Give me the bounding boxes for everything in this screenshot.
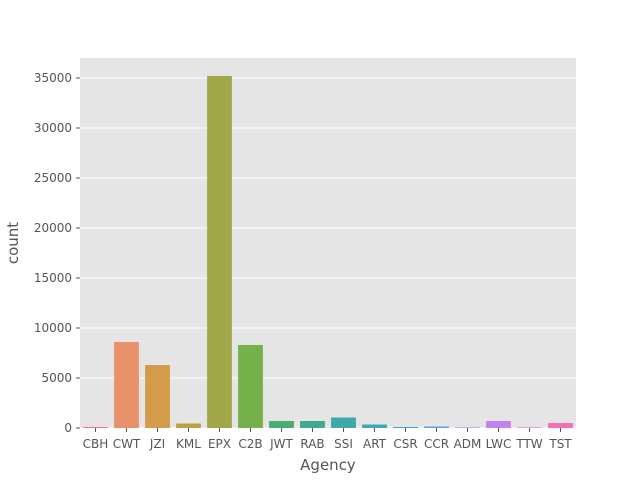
bars (83, 76, 573, 428)
bar-ssi (331, 417, 356, 428)
x-axis-label: Agency (300, 456, 356, 474)
y-tick-label-3: 15000 (34, 271, 72, 285)
x-tick-labels: CBH CWT JZI KML EPX C2B JWT RAB SSI ART CSR CCR ADM L… (83, 428, 572, 451)
x-tick-label-ssi: SSI (334, 437, 353, 451)
x-tick-label-epx: EPX (208, 437, 231, 451)
x-tick-label-kml: KML (176, 437, 201, 451)
bar-art (362, 424, 387, 428)
bar-adm (455, 427, 480, 428)
y-tick-label-7: 35000 (34, 71, 72, 85)
y-tick-label-5: 25000 (34, 171, 72, 185)
bar-cbh (83, 427, 108, 428)
x-tick-label-csr: CSR (393, 437, 417, 451)
x-tick-label-cbh: CBH (83, 437, 109, 451)
x-tick-label-ccr: CCR (424, 437, 449, 451)
y-tick-labels: 0 5000 10000 15000 20000 25000 30000 35000 (34, 71, 80, 435)
bar-jwt (269, 421, 294, 428)
x-tick-label-jzi: JZI (149, 437, 165, 451)
bar-c2b (238, 345, 263, 428)
bar-lwc (486, 421, 511, 428)
bar-epx (207, 76, 232, 428)
bar-csr (393, 427, 418, 428)
y-tick-label-4: 20000 (34, 221, 72, 235)
bar-ccr (424, 426, 449, 428)
x-tick-label-cwt: CWT (113, 437, 141, 451)
x-tick-label-art: ART (363, 437, 387, 451)
y-axis-label: count (4, 222, 22, 264)
x-tick-label-rab: RAB (300, 437, 324, 451)
bar-cwt (114, 342, 139, 428)
y-tick-label-6: 30000 (34, 121, 72, 135)
x-tick-label-adm: ADM (454, 437, 482, 451)
bar-jzi (145, 365, 170, 428)
bar-tst (548, 423, 573, 428)
y-tick-label-1: 5000 (41, 371, 72, 385)
x-tick-label-c2b: C2B (238, 437, 262, 451)
bar-kml (176, 423, 201, 428)
x-tick-label-lwc: LWC (486, 437, 512, 451)
x-tick-label-tst: TST (548, 437, 572, 451)
y-tick-label-0: 0 (64, 421, 72, 435)
bar-rab (300, 421, 325, 428)
bar-ttw (517, 427, 542, 428)
x-tick-label-jwt: JWT (269, 437, 293, 451)
x-tick-label-ttw: TTW (515, 437, 542, 451)
y-tick-label-2: 10000 (34, 321, 72, 335)
